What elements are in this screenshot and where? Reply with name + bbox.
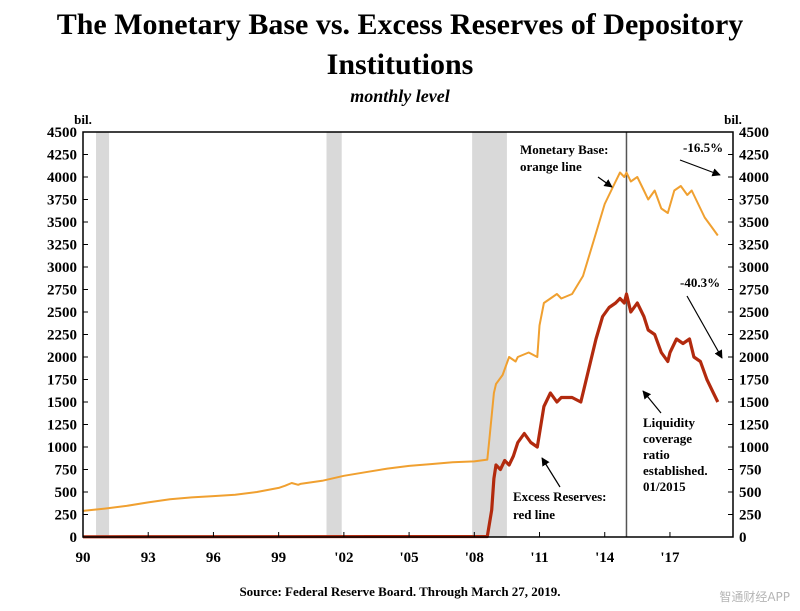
y-tick-label-right: 2750 <box>739 283 769 299</box>
chart-title-line2: Institutions <box>326 48 474 81</box>
series-line-monetary-base <box>82 171 719 512</box>
annotations: Monetary Base: orange line -16.5% -40.3% Liq… <box>513 140 723 522</box>
annotation-lcr-line: 01/2015 <box>643 479 686 494</box>
x-tick-label: '17 <box>660 550 680 566</box>
annotation-excess-reserves-line: Excess Reserves: <box>513 489 607 504</box>
x-tick-label: 93 <box>141 550 156 566</box>
y-tick-label-right: 3250 <box>739 238 769 254</box>
x-tick-label: '02 <box>334 550 353 566</box>
y-tick-label-right: 3000 <box>739 260 769 276</box>
y-tick-label-left: 3500 <box>47 215 77 231</box>
y-tick-label-right: 1500 <box>739 395 769 411</box>
annotation-monetary-base-line: Monetary Base: <box>520 142 608 157</box>
annotation-minus-16-5: -16.5% <box>683 140 723 155</box>
y-tick-label-right: 3500 <box>739 215 769 231</box>
y-tick-label-right: 2250 <box>739 328 769 344</box>
recession-band-0 <box>96 132 110 537</box>
y-tick-label-right: 250 <box>739 508 762 524</box>
y-tick-label-left: 1500 <box>47 395 77 411</box>
y-tick-label-left: 0 <box>70 530 78 546</box>
x-axis: 90 93 96 99 '02 '05 '08 '11 '14 '17 <box>76 532 680 566</box>
y-tick-label-right: 1750 <box>739 373 769 389</box>
y-tick-label-left: 4500 <box>47 125 77 141</box>
series-line-excess-reserves <box>82 292 720 539</box>
annotation-lcr-line: coverage <box>643 431 692 446</box>
annotation-minus-16-5-line: -16.5% <box>683 140 723 155</box>
chart-title-line1: The Monetary Base vs. Excess Reserves of… <box>56 8 744 41</box>
y-tick-label-left: 2500 <box>47 305 77 321</box>
y-tick-label-left: 1750 <box>47 373 77 389</box>
y-axis-right: 0 250 500 750 1000 1250 1500 1750 2000 2250 2500 27… <box>728 125 769 546</box>
x-tick-label: 99 <box>271 550 286 566</box>
series-lines <box>82 171 720 539</box>
annotation-arrow-0 <box>597 176 613 188</box>
y-tick-label-left: 3250 <box>47 238 77 254</box>
y-axis-left-label: bil. <box>74 112 92 127</box>
annotation-excess-reserves-line: red line <box>513 507 555 522</box>
x-tick-label: '14 <box>595 550 615 566</box>
y-tick-label-left: 3750 <box>47 193 77 209</box>
y-tick-label-right: 1000 <box>739 440 769 456</box>
annotation-arrow-4 <box>541 457 561 488</box>
y-axis-left: 0 250 500 750 1000 1250 1500 1750 2000 2250 2500 27… <box>47 125 88 546</box>
recession-bands <box>96 132 628 537</box>
y-tick-label-right: 4250 <box>739 148 769 164</box>
annotation-minus-40-3: -40.3% <box>680 275 720 290</box>
x-tick-label: 90 <box>76 550 91 566</box>
x-tick-label: '05 <box>400 550 419 566</box>
recession-band-1 <box>326 132 342 537</box>
chart-area: 0250500750100012501500175020002250250027… <box>47 112 769 566</box>
annotation-lcr-line: established. <box>643 463 708 478</box>
y-axis-right-label: bil. <box>724 112 742 127</box>
y-tick-label-right: 500 <box>739 485 762 501</box>
annotation-arrow-2 <box>686 295 723 359</box>
plot-frame <box>82 131 734 538</box>
y-tick-label-left: 500 <box>55 485 78 501</box>
annotation-lcr-line: Liquidity <box>643 415 696 430</box>
y-tick-label-right: 750 <box>739 463 762 479</box>
y-tick-label-left: 2000 <box>47 350 77 366</box>
y-tick-label-left: 2250 <box>47 328 77 344</box>
chart-subtitle: monthly level <box>350 86 450 106</box>
annotation-lcr-line: ratio <box>643 447 670 462</box>
y-tick-label-left: 1000 <box>47 440 77 456</box>
x-tick-label: 96 <box>206 550 222 566</box>
y-tick-label-left: 2750 <box>47 283 77 299</box>
y-tick-label-left: 250 <box>55 508 78 524</box>
annotation-minus-40-3-line: -40.3% <box>680 275 720 290</box>
y-tick-label-left: 3000 <box>47 260 77 276</box>
source-note: Source: Federal Reserve Board. Through M… <box>239 584 561 599</box>
watermark: 智通财经APP <box>719 590 790 604</box>
annotation-monetary-base-line: orange line <box>520 159 582 174</box>
y-tick-label-right: 4500 <box>739 125 769 141</box>
y-tick-label-left: 1250 <box>47 418 77 434</box>
recession-band-2 <box>472 132 507 537</box>
y-tick-label-right: 1250 <box>739 418 769 434</box>
y-tick-label-right: 0 <box>739 530 747 546</box>
y-tick-label-left: 4250 <box>47 148 77 164</box>
annotation-lcr: Liquidity coverage ratio established. 01/201… <box>643 415 708 494</box>
y-tick-label-right: 3750 <box>739 193 769 209</box>
annotation-arrow-1 <box>679 159 721 177</box>
annotation-monetary-base: Monetary Base: orange line <box>520 142 608 174</box>
y-tick-label-right: 2500 <box>739 305 769 321</box>
y-tick-label-right: 4000 <box>739 170 769 186</box>
x-tick-label: '08 <box>465 550 484 566</box>
annotation-excess-reserves: Excess Reserves: red line <box>513 489 607 522</box>
annotation-arrow-3 <box>642 390 662 414</box>
y-tick-label-left: 750 <box>55 463 78 479</box>
y-tick-label-left: 4000 <box>47 170 77 186</box>
y-tick-label-right: 2000 <box>739 350 769 366</box>
x-tick-label: '11 <box>530 550 548 566</box>
